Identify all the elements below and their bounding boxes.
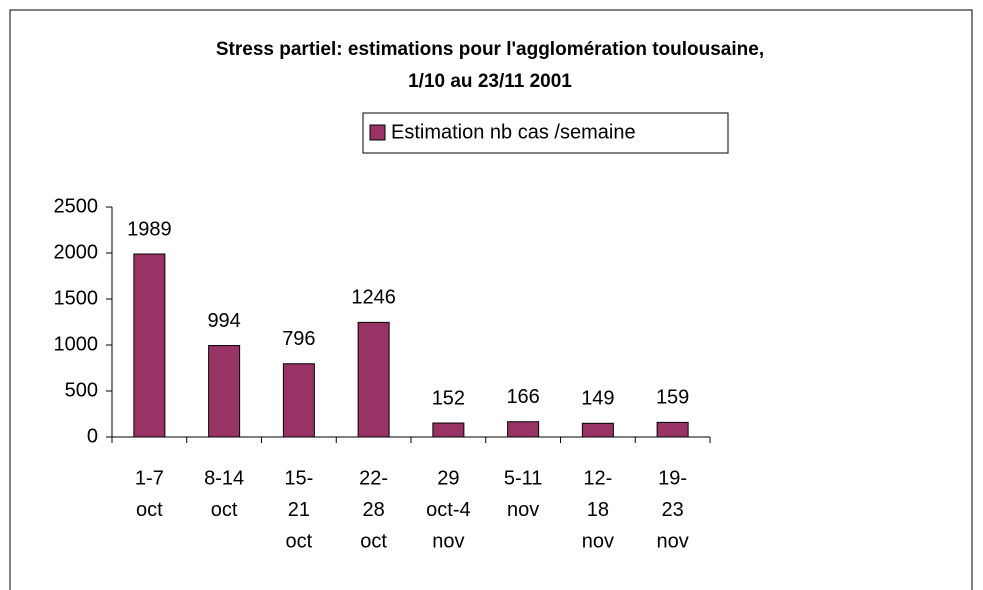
x-tick-label: nov [657,530,689,552]
chart-title: Stress partiel: estimations pour l'agglo… [216,39,764,60]
x-tick-label: nov [507,499,539,521]
legend-label: Estimation nb cas /semaine [391,121,636,143]
data-label: 152 [432,387,465,409]
data-label: 166 [506,386,539,408]
x-tick-label: 12- [583,467,612,489]
data-label: 1989 [127,218,172,240]
y-tick-label: 1500 [54,287,99,309]
x-tick-label: 28 [363,499,385,521]
x-tick-label: oct [136,499,163,521]
x-tick-label: 15- [284,467,313,489]
bar [656,421,689,438]
x-tick-label: oct [211,499,238,521]
bar [507,421,540,438]
y-tick-label: 500 [65,379,98,401]
chart-border [9,9,973,590]
chart-title: 1/10 au 23/11 2001 [408,71,572,92]
x-tick-label: oct [360,530,387,552]
y-tick-label: 0 [87,425,98,447]
legend-swatch [369,124,386,141]
x-tick-label: 8-14 [204,467,244,489]
x-tick-label: oct [286,530,313,552]
x-tick-label: nov [432,530,464,552]
data-label: 149 [581,388,614,410]
x-tick-label: 21 [288,499,310,521]
bar [133,253,166,438]
x-tick-label: 5-11 [504,467,543,489]
legend-box [362,112,729,154]
x-tick-label: 1-7 [135,467,164,489]
bar [208,345,241,438]
data-label: 796 [282,328,315,350]
bar [357,321,390,438]
bar [432,422,465,438]
y-tick-label: 2500 [54,195,99,217]
bar [282,363,315,438]
y-tick-label: 2000 [54,241,99,263]
x-tick-label: 22- [359,467,388,489]
x-tick-label: 19- [658,467,687,489]
x-tick-label: oct-4 [426,499,470,521]
x-tick-label: 29 [437,467,459,489]
y-tick-label: 1000 [54,333,99,355]
data-label: 994 [207,310,240,332]
data-label: 1246 [351,287,396,309]
data-label: 159 [656,387,689,409]
x-tick-label: nov [582,530,614,552]
x-tick-label: 23 [662,499,684,521]
x-tick-label: 18 [587,499,609,521]
bar [581,422,614,438]
